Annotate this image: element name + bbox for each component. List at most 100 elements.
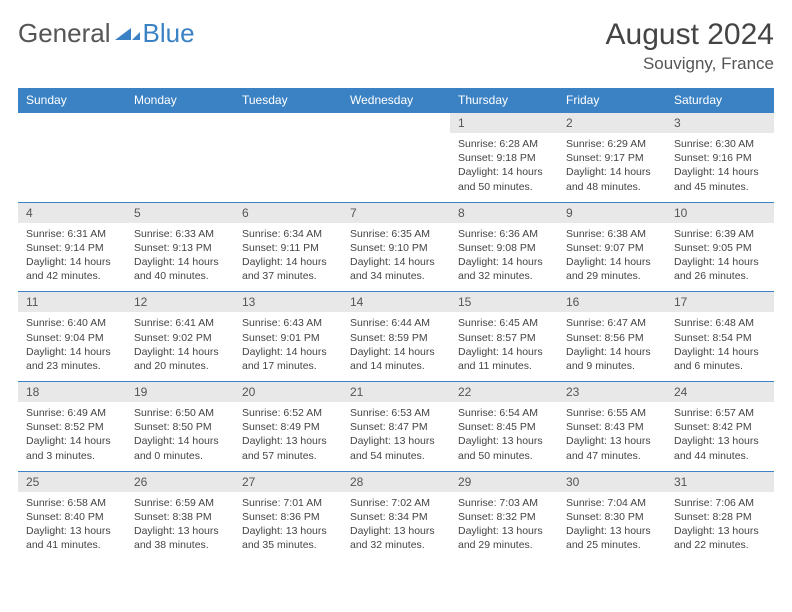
calendar-table: Sunday Monday Tuesday Wednesday Thursday… <box>18 88 774 560</box>
sunset-text: Sunset: 9:16 PM <box>674 151 766 165</box>
calendar-day-cell: 26Sunrise: 6:59 AMSunset: 8:38 PMDayligh… <box>126 471 234 560</box>
daylight-text: Daylight: 14 hours and 3 minutes. <box>26 434 118 462</box>
day-content: Sunrise: 6:53 AMSunset: 8:47 PMDaylight:… <box>342 402 450 471</box>
day-number: 31 <box>666 472 774 492</box>
sunset-text: Sunset: 8:40 PM <box>26 510 118 524</box>
day-content: Sunrise: 6:59 AMSunset: 8:38 PMDaylight:… <box>126 492 234 561</box>
calendar-day-cell: 24Sunrise: 6:57 AMSunset: 8:42 PMDayligh… <box>666 382 774 472</box>
sunrise-text: Sunrise: 6:44 AM <box>350 316 442 330</box>
day-number: 23 <box>558 382 666 402</box>
daylight-text: Daylight: 14 hours and 34 minutes. <box>350 255 442 283</box>
calendar-day-cell: . <box>234 113 342 203</box>
daylight-text: Daylight: 13 hours and 29 minutes. <box>458 524 550 552</box>
daylight-text: Daylight: 14 hours and 0 minutes. <box>134 434 226 462</box>
calendar-day-cell: 4Sunrise: 6:31 AMSunset: 9:14 PMDaylight… <box>18 202 126 292</box>
daylight-text: Daylight: 14 hours and 23 minutes. <box>26 345 118 373</box>
calendar-day-cell: 27Sunrise: 7:01 AMSunset: 8:36 PMDayligh… <box>234 471 342 560</box>
day-number: 14 <box>342 292 450 312</box>
day-number: 13 <box>234 292 342 312</box>
day-number: 27 <box>234 472 342 492</box>
day-number: 16 <box>558 292 666 312</box>
daylight-text: Daylight: 14 hours and 29 minutes. <box>566 255 658 283</box>
calendar-day-cell: 28Sunrise: 7:02 AMSunset: 8:34 PMDayligh… <box>342 471 450 560</box>
sunrise-text: Sunrise: 7:06 AM <box>674 496 766 510</box>
day-content: Sunrise: 6:43 AMSunset: 9:01 PMDaylight:… <box>234 312 342 381</box>
sunset-text: Sunset: 8:38 PM <box>134 510 226 524</box>
calendar-day-cell: 19Sunrise: 6:50 AMSunset: 8:50 PMDayligh… <box>126 382 234 472</box>
calendar-day-cell: 31Sunrise: 7:06 AMSunset: 8:28 PMDayligh… <box>666 471 774 560</box>
sunrise-text: Sunrise: 6:30 AM <box>674 137 766 151</box>
day-content: Sunrise: 6:40 AMSunset: 9:04 PMDaylight:… <box>18 312 126 381</box>
daylight-text: Daylight: 14 hours and 48 minutes. <box>566 165 658 193</box>
logo-text-part1: General <box>18 18 111 49</box>
day-content: Sunrise: 6:49 AMSunset: 8:52 PMDaylight:… <box>18 402 126 471</box>
calendar-day-cell: 12Sunrise: 6:41 AMSunset: 9:02 PMDayligh… <box>126 292 234 382</box>
month-title: August 2024 <box>606 18 774 52</box>
header: General Blue August 2024 Souvigny, Franc… <box>18 18 774 74</box>
sunset-text: Sunset: 9:11 PM <box>242 241 334 255</box>
daylight-text: Daylight: 13 hours and 32 minutes. <box>350 524 442 552</box>
day-number: 5 <box>126 203 234 223</box>
sunrise-text: Sunrise: 6:59 AM <box>134 496 226 510</box>
day-number: 12 <box>126 292 234 312</box>
daylight-text: Daylight: 13 hours and 57 minutes. <box>242 434 334 462</box>
day-number: 21 <box>342 382 450 402</box>
daylight-text: Daylight: 14 hours and 37 minutes. <box>242 255 334 283</box>
day-number: 15 <box>450 292 558 312</box>
sunrise-text: Sunrise: 6:50 AM <box>134 406 226 420</box>
daylight-text: Daylight: 13 hours and 50 minutes. <box>458 434 550 462</box>
daylight-text: Daylight: 13 hours and 38 minutes. <box>134 524 226 552</box>
sunrise-text: Sunrise: 6:57 AM <box>674 406 766 420</box>
day-content: Sunrise: 7:04 AMSunset: 8:30 PMDaylight:… <box>558 492 666 561</box>
calendar-day-cell: 18Sunrise: 6:49 AMSunset: 8:52 PMDayligh… <box>18 382 126 472</box>
daylight-text: Daylight: 14 hours and 6 minutes. <box>674 345 766 373</box>
title-block: August 2024 Souvigny, France <box>606 18 774 74</box>
day-header: Sunday <box>18 88 126 113</box>
calendar-day-cell: 13Sunrise: 6:43 AMSunset: 9:01 PMDayligh… <box>234 292 342 382</box>
calendar-week-row: 18Sunrise: 6:49 AMSunset: 8:52 PMDayligh… <box>18 382 774 472</box>
calendar-day-cell: 10Sunrise: 6:39 AMSunset: 9:05 PMDayligh… <box>666 202 774 292</box>
day-content: Sunrise: 6:34 AMSunset: 9:11 PMDaylight:… <box>234 223 342 292</box>
calendar-day-cell: 11Sunrise: 6:40 AMSunset: 9:04 PMDayligh… <box>18 292 126 382</box>
day-content: Sunrise: 6:33 AMSunset: 9:13 PMDaylight:… <box>126 223 234 292</box>
calendar-day-cell: 2Sunrise: 6:29 AMSunset: 9:17 PMDaylight… <box>558 113 666 203</box>
daylight-text: Daylight: 14 hours and 40 minutes. <box>134 255 226 283</box>
daylight-text: Daylight: 14 hours and 45 minutes. <box>674 165 766 193</box>
sunset-text: Sunset: 9:05 PM <box>674 241 766 255</box>
calendar-day-cell: 29Sunrise: 7:03 AMSunset: 8:32 PMDayligh… <box>450 471 558 560</box>
calendar-day-cell: 30Sunrise: 7:04 AMSunset: 8:30 PMDayligh… <box>558 471 666 560</box>
day-number: 19 <box>126 382 234 402</box>
day-content: Sunrise: 6:52 AMSunset: 8:49 PMDaylight:… <box>234 402 342 471</box>
sunset-text: Sunset: 8:57 PM <box>458 331 550 345</box>
location: Souvigny, France <box>606 54 774 74</box>
sunset-text: Sunset: 8:56 PM <box>566 331 658 345</box>
day-content: Sunrise: 6:39 AMSunset: 9:05 PMDaylight:… <box>666 223 774 292</box>
day-header: Thursday <box>450 88 558 113</box>
logo: General Blue <box>18 18 195 49</box>
sunset-text: Sunset: 9:07 PM <box>566 241 658 255</box>
day-content: Sunrise: 6:47 AMSunset: 8:56 PMDaylight:… <box>558 312 666 381</box>
sunrise-text: Sunrise: 6:28 AM <box>458 137 550 151</box>
sunset-text: Sunset: 8:36 PM <box>242 510 334 524</box>
calendar-week-row: 25Sunrise: 6:58 AMSunset: 8:40 PMDayligh… <box>18 471 774 560</box>
day-number: 22 <box>450 382 558 402</box>
day-content: Sunrise: 6:57 AMSunset: 8:42 PMDaylight:… <box>666 402 774 471</box>
sunset-text: Sunset: 8:28 PM <box>674 510 766 524</box>
sunrise-text: Sunrise: 6:41 AM <box>134 316 226 330</box>
sunrise-text: Sunrise: 6:34 AM <box>242 227 334 241</box>
sunset-text: Sunset: 8:42 PM <box>674 420 766 434</box>
sunset-text: Sunset: 8:30 PM <box>566 510 658 524</box>
day-content: Sunrise: 6:58 AMSunset: 8:40 PMDaylight:… <box>18 492 126 561</box>
sunrise-text: Sunrise: 6:54 AM <box>458 406 550 420</box>
sunset-text: Sunset: 9:08 PM <box>458 241 550 255</box>
daylight-text: Daylight: 14 hours and 14 minutes. <box>350 345 442 373</box>
calendar-day-cell: 1Sunrise: 6:28 AMSunset: 9:18 PMDaylight… <box>450 113 558 203</box>
day-number: 1 <box>450 113 558 133</box>
day-content: Sunrise: 6:45 AMSunset: 8:57 PMDaylight:… <box>450 312 558 381</box>
day-number: 4 <box>18 203 126 223</box>
calendar-day-cell: 9Sunrise: 6:38 AMSunset: 9:07 PMDaylight… <box>558 202 666 292</box>
day-number: 26 <box>126 472 234 492</box>
calendar-day-cell: 17Sunrise: 6:48 AMSunset: 8:54 PMDayligh… <box>666 292 774 382</box>
daylight-text: Daylight: 14 hours and 17 minutes. <box>242 345 334 373</box>
calendar-day-cell: 5Sunrise: 6:33 AMSunset: 9:13 PMDaylight… <box>126 202 234 292</box>
